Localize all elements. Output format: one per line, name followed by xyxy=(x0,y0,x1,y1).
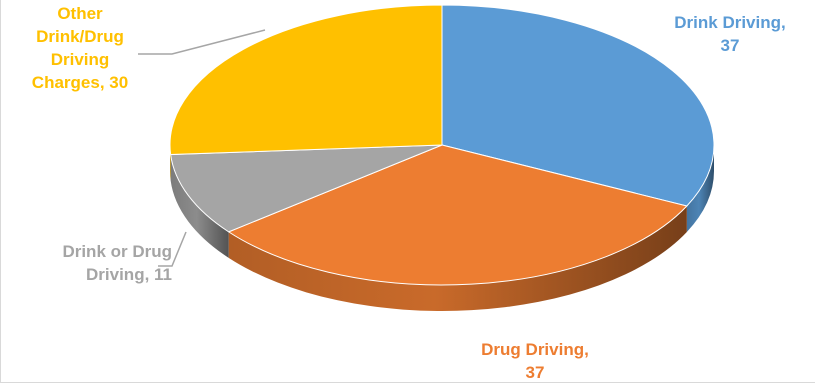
pie-slice-drug-driving[interactable] xyxy=(227,144,688,286)
leader-line-other-charges xyxy=(138,29,266,55)
pie-side-drug-driving xyxy=(228,205,687,311)
pie-slice-other-drink-drug-driving-charges[interactable] xyxy=(169,4,443,156)
data-label-drink-driving: Drink Driving, 37 xyxy=(674,13,786,55)
data-label-drug-driving: Drug Driving, 37 xyxy=(481,340,589,382)
pie-slice-drink-driving[interactable] xyxy=(441,4,715,207)
pie-side-drink-driving xyxy=(686,145,714,232)
leader-line-drink-or-drug-driving xyxy=(158,231,187,267)
pie-side-drink-or-drug-driving xyxy=(170,154,229,258)
data-label-other-charges: Other Drink/Drug Driving Charges, 30 xyxy=(31,4,129,92)
pie-slice-drink-or-drug-driving[interactable] xyxy=(170,144,443,233)
data-label-drink-or-drug-driving: Drink or Drug Driving, 11 xyxy=(62,242,172,284)
